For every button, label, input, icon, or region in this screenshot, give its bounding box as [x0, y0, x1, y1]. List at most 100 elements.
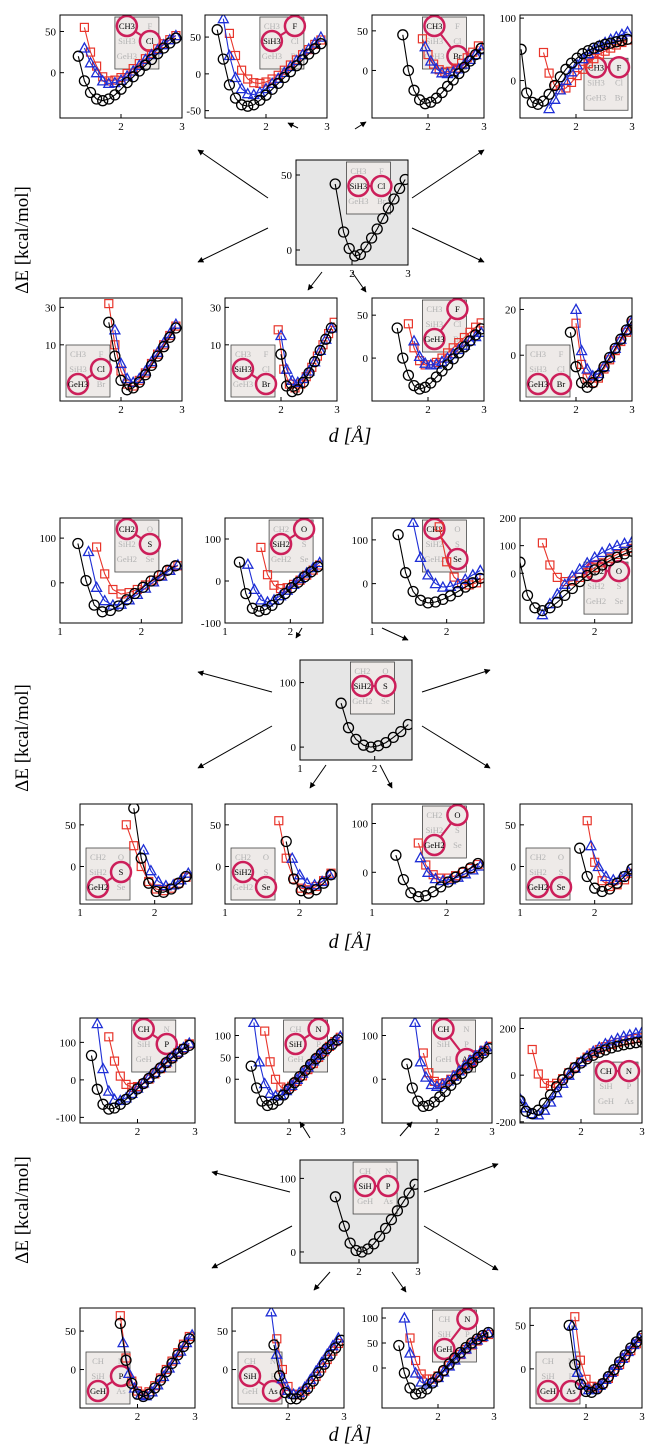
y-tick-label: 50: [220, 1052, 232, 1064]
y-tick-label: 50: [515, 1320, 527, 1332]
data-point-black: [240, 587, 252, 600]
highlight-ring: [376, 1174, 400, 1198]
inset-label: GeH3: [233, 379, 253, 389]
data-point-blue: [162, 1361, 176, 1373]
data-point-black: [266, 83, 278, 95]
data-point-black: [133, 65, 145, 77]
y-tick-label: 0: [363, 65, 369, 77]
panel-frame: [519, 517, 633, 624]
inset-label: CH2: [273, 524, 289, 534]
data-point-black: [365, 741, 377, 753]
data-point-blue: [414, 551, 427, 563]
inset-label: SiH3: [587, 77, 604, 87]
data-point-blue: [183, 1036, 195, 1048]
data-point-blue: [398, 1311, 411, 1323]
data-point-black: [611, 1040, 624, 1052]
x-tick-label: 3: [481, 121, 487, 133]
center-panel: CH3FSiH3ClGeH3BrSiH3Cl23500: [281, 159, 411, 280]
y-tick-label: 50: [217, 1326, 229, 1338]
inset-label: S: [455, 825, 460, 835]
connector-arrow: [399, 1121, 413, 1137]
highlight-ring: [446, 547, 469, 571]
data-point-black: [342, 722, 355, 734]
data-point-black: [350, 733, 362, 746]
panel-top-4: CHNSiHPGeHAsCHN232000-200: [496, 1017, 645, 1138]
panel-bottom-4: CHNSiHPGeHAsGeHAs23500: [515, 1307, 645, 1423]
y-tick-label: -200: [496, 1117, 517, 1129]
data-point-blue: [622, 865, 632, 877]
series-black: [520, 545, 632, 617]
y-tick-label: 100: [500, 541, 517, 553]
data-point-blue: [558, 577, 571, 589]
data-point-blue: [614, 870, 627, 882]
y-axis-label: ΔE [kcal/mol]: [12, 1156, 33, 1264]
series-blue-line: [270, 1311, 339, 1395]
connector-arrow: [391, 1271, 407, 1293]
data-point-black: [549, 79, 561, 92]
x-tick-label: 2: [118, 121, 124, 133]
data-point-black: [137, 1390, 149, 1403]
data-point-blue: [151, 1378, 164, 1390]
data-point-blue: [314, 344, 327, 356]
data-point-black: [245, 1060, 257, 1072]
data-point-black: [412, 891, 424, 903]
y-tick-label: 100: [205, 534, 222, 546]
highlight-ring: [86, 875, 110, 899]
x-axis-label: d [Å]: [329, 425, 372, 447]
x-tick-label: 2: [118, 404, 124, 416]
inset-label: S: [302, 539, 307, 549]
panel-bottom-1: CH3FSiH3ClGeH3BrGeH3Cl233010: [45, 297, 185, 416]
data-point-blue: [325, 321, 337, 333]
inset-label: Cl: [262, 364, 271, 374]
highlight-ring: [423, 517, 446, 541]
panel-top-4: CH2OSiH2SGeH2SeCH2O22001000: [500, 513, 633, 638]
y-tick-label: 0: [521, 1364, 527, 1376]
connector-arrow: [197, 149, 269, 199]
connector-arrow: [411, 227, 485, 263]
inset-label: CH3: [350, 166, 366, 176]
data-point-blue: [429, 577, 442, 589]
highlight-label: S: [383, 681, 388, 691]
data-point-blue: [263, 1086, 277, 1098]
panel-frame: [299, 659, 413, 761]
x-tick-label: 3: [629, 121, 635, 133]
inset-label: Br: [97, 379, 106, 389]
data-point-black: [520, 43, 527, 55]
series-black: [233, 556, 323, 617]
data-point-black: [284, 66, 297, 78]
data-point-blue: [274, 329, 288, 341]
highlight-ring: [423, 327, 446, 351]
inset-label: SiH2: [426, 825, 443, 835]
data-point-black: [127, 71, 139, 83]
data-point-blue: [128, 1381, 141, 1393]
panel-frame: [224, 517, 324, 624]
data-point-blue: [520, 1092, 527, 1104]
inset-label: SiH: [541, 1371, 554, 1381]
x-tick-label: 2: [349, 268, 355, 280]
x-tick-label: 3: [324, 121, 330, 133]
data-point-black: [464, 55, 476, 67]
highlight-label: SiH: [243, 1371, 256, 1381]
highlight-ring: [269, 532, 293, 556]
highlight-ring: [446, 297, 469, 321]
inset-label: Se: [117, 882, 126, 892]
y-tick-label: 100: [352, 535, 369, 547]
inset-label: CH2: [426, 810, 442, 820]
y-tick-label: 200: [500, 1024, 517, 1036]
x-tick-label: 2: [139, 626, 145, 638]
y-tick-label: 0: [363, 353, 369, 365]
highlight-label: SiH3: [263, 36, 280, 46]
y-tick-label: 50: [505, 820, 517, 832]
highlight-label: GeH2: [88, 882, 108, 892]
data-point-black: [453, 347, 465, 359]
data-point-blue: [284, 60, 297, 72]
data-point-black: [233, 556, 246, 568]
x-tick-label: 1: [517, 907, 523, 919]
data-point-red: [413, 838, 423, 848]
data-point-blue: [248, 583, 261, 595]
data-point-black: [373, 1230, 386, 1243]
data-point-black: [611, 877, 623, 889]
highlight-ring: [261, 1379, 285, 1403]
series-black-line: [579, 848, 632, 893]
